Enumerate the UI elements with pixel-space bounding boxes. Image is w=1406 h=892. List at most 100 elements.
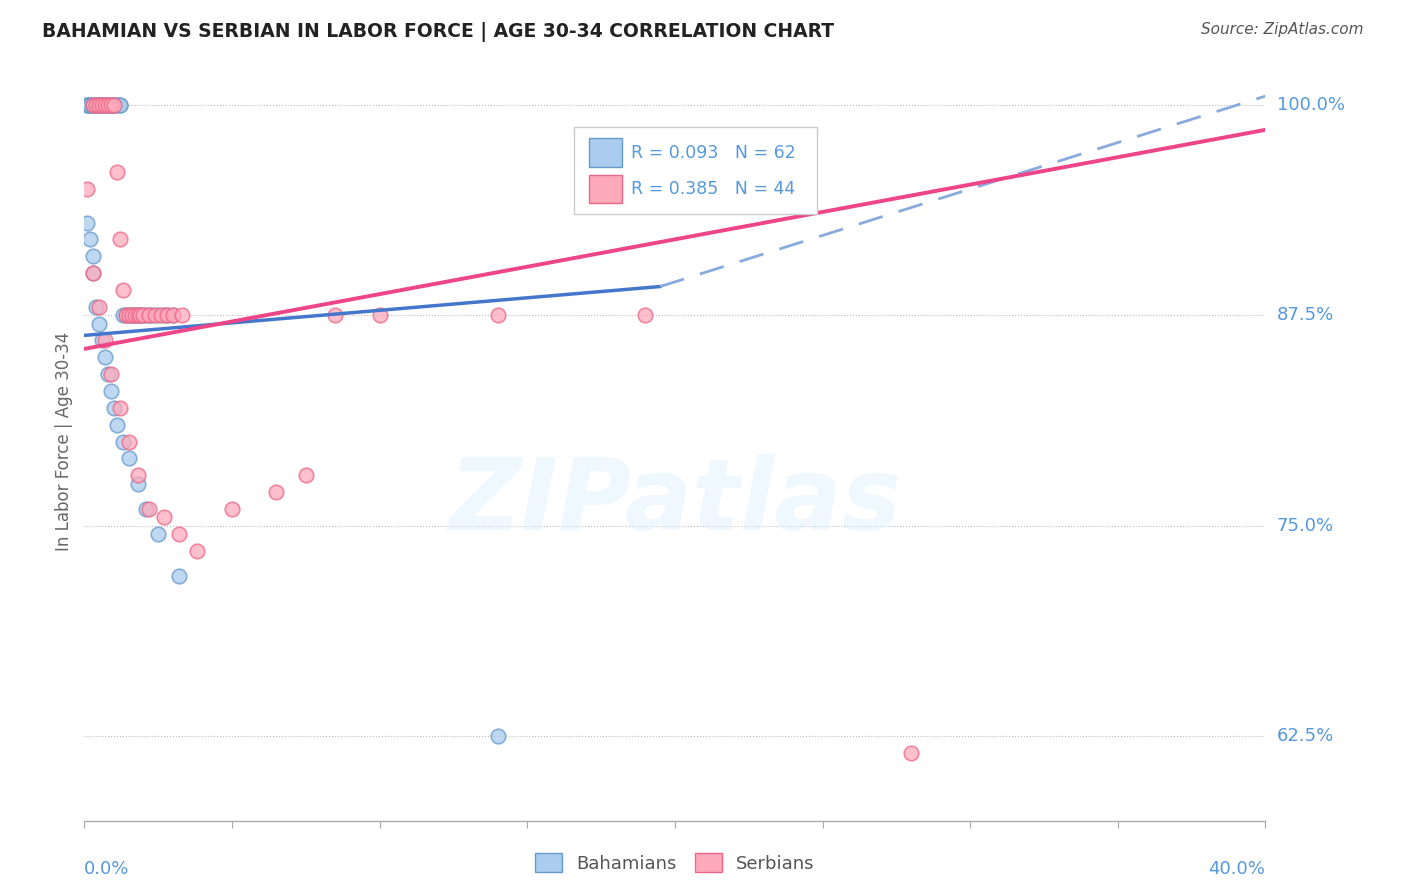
- Point: [111, 283, 134, 297]
- Point: [87, 317, 111, 331]
- Point: [105, 165, 128, 179]
- Point: [153, 510, 176, 524]
- Point: [105, 97, 128, 112]
- Point: [91, 97, 114, 112]
- Bar: [589, 138, 621, 167]
- Point: [87, 97, 111, 112]
- Point: [132, 308, 155, 322]
- Text: 87.5%: 87.5%: [1277, 306, 1334, 324]
- Point: [87, 97, 111, 112]
- Point: [94, 334, 117, 348]
- Point: [97, 97, 120, 112]
- Point: [132, 308, 155, 322]
- Point: [87, 300, 111, 314]
- Point: [141, 308, 163, 322]
- Point: [108, 232, 131, 246]
- Point: [138, 502, 160, 516]
- Point: [94, 97, 117, 112]
- Text: 75.0%: 75.0%: [1277, 516, 1334, 535]
- Point: [221, 502, 243, 516]
- Point: [108, 97, 131, 112]
- Point: [100, 97, 122, 112]
- Point: [124, 308, 146, 322]
- Point: [634, 308, 657, 322]
- Point: [129, 308, 152, 322]
- Point: [486, 730, 509, 744]
- Point: [82, 266, 104, 280]
- Point: [156, 308, 179, 322]
- Y-axis label: In Labor Force | Age 30-34: In Labor Force | Age 30-34: [55, 332, 73, 551]
- Text: 0.0%: 0.0%: [84, 860, 129, 878]
- Point: [114, 308, 136, 322]
- Text: R = 0.385   N = 44: R = 0.385 N = 44: [631, 180, 796, 198]
- Point: [162, 308, 184, 322]
- Point: [105, 417, 128, 432]
- Point: [135, 308, 157, 322]
- Point: [82, 249, 104, 263]
- Text: 62.5%: 62.5%: [1277, 727, 1334, 746]
- Point: [84, 97, 107, 112]
- Point: [368, 308, 391, 322]
- Point: [91, 97, 114, 112]
- Point: [76, 182, 98, 196]
- Point: [111, 308, 134, 322]
- Point: [118, 308, 141, 322]
- Point: [97, 97, 120, 112]
- Point: [167, 569, 190, 583]
- Point: [138, 308, 160, 322]
- Point: [127, 308, 149, 322]
- Point: [162, 308, 184, 322]
- Point: [148, 527, 170, 541]
- Text: R = 0.093   N = 62: R = 0.093 N = 62: [631, 144, 796, 161]
- Point: [82, 97, 104, 112]
- Point: [91, 97, 114, 112]
- Point: [94, 97, 117, 112]
- Point: [121, 308, 143, 322]
- Point: [103, 97, 125, 112]
- Point: [82, 266, 104, 280]
- Point: [94, 97, 117, 112]
- Point: [150, 308, 173, 322]
- Point: [79, 97, 101, 112]
- Point: [266, 485, 288, 500]
- Bar: [589, 175, 621, 203]
- Point: [82, 97, 104, 112]
- Bar: [575, 127, 817, 214]
- Point: [118, 434, 141, 449]
- Point: [103, 97, 125, 112]
- Point: [186, 544, 208, 558]
- Point: [121, 308, 143, 322]
- Point: [118, 451, 141, 466]
- Point: [295, 468, 318, 483]
- Point: [121, 308, 143, 322]
- Point: [76, 97, 98, 112]
- Point: [124, 308, 146, 322]
- Point: [138, 308, 160, 322]
- Point: [91, 334, 114, 348]
- Point: [82, 97, 104, 112]
- Point: [127, 468, 149, 483]
- Point: [76, 97, 98, 112]
- Point: [79, 232, 101, 246]
- Point: [135, 502, 157, 516]
- Point: [84, 97, 107, 112]
- Point: [84, 97, 107, 112]
- Point: [170, 308, 193, 322]
- Point: [143, 308, 166, 322]
- Point: [900, 746, 922, 760]
- Point: [91, 97, 114, 112]
- Point: [486, 308, 509, 322]
- Text: 100.0%: 100.0%: [1277, 95, 1344, 113]
- Point: [108, 97, 131, 112]
- Point: [100, 384, 122, 398]
- Point: [148, 308, 170, 322]
- Point: [87, 97, 111, 112]
- Point: [167, 527, 190, 541]
- Point: [103, 401, 125, 415]
- Point: [97, 367, 120, 381]
- Point: [97, 97, 120, 112]
- Point: [114, 308, 136, 322]
- Text: BAHAMIAN VS SERBIAN IN LABOR FORCE | AGE 30-34 CORRELATION CHART: BAHAMIAN VS SERBIAN IN LABOR FORCE | AGE…: [42, 22, 834, 42]
- Point: [100, 367, 122, 381]
- Text: Source: ZipAtlas.com: Source: ZipAtlas.com: [1201, 22, 1364, 37]
